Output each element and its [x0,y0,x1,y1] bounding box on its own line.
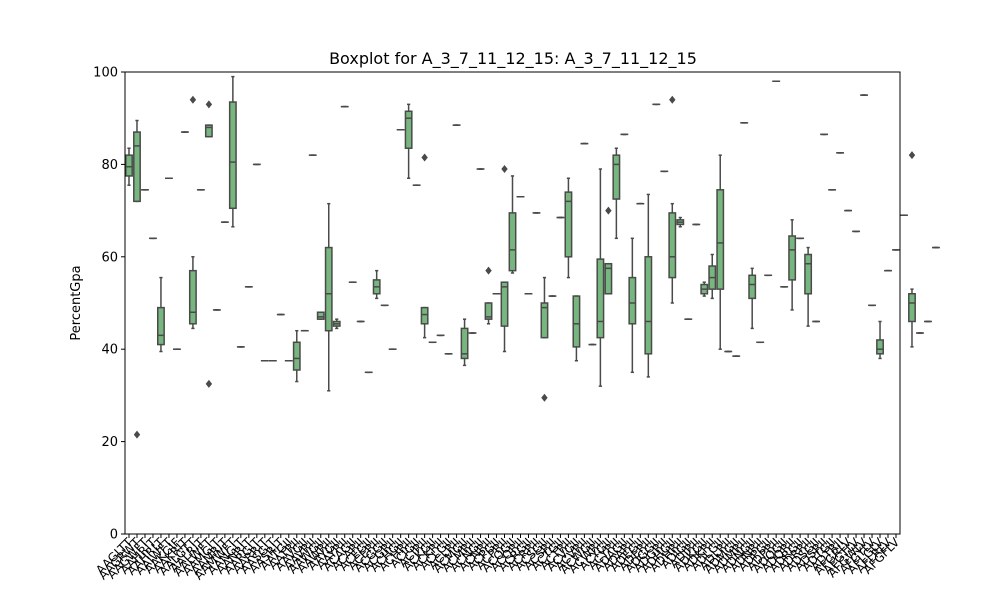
box-group [500,165,509,353]
box-group [908,151,916,348]
outlier-point [908,151,916,160]
box [316,311,325,320]
outlier-point [205,100,213,109]
box-group [540,276,549,402]
box [508,212,517,272]
box-group [157,276,165,353]
box-group [748,267,757,330]
box [500,281,509,327]
box-group [876,320,884,360]
box-group [332,318,341,330]
box [876,339,884,355]
box-group [572,295,581,362]
outlier-point [485,266,492,275]
box [460,327,469,360]
box [908,293,916,323]
box-group [125,147,133,186]
box-group [668,95,677,304]
box [133,131,141,203]
outlier-point [669,95,676,104]
outlier-point [421,153,428,162]
plot-content [125,75,940,439]
outlier-point [205,379,213,388]
box-group [788,219,797,311]
box [324,246,333,332]
y-axis: 0 20 40 60 80 100 [93,66,125,543]
box-group [204,100,213,388]
box [204,124,213,138]
box [157,306,165,346]
box-group [420,153,429,339]
box-group [133,119,141,439]
box-group [628,237,637,374]
x-axis: AAGLTTAAGRWTAAGWFTAAHRITAAHRLTAAIWFTAAKG… [93,534,903,583]
y-tick-label: 0 [110,528,118,543]
outlier-point [189,95,197,104]
box [604,262,613,295]
box [572,295,581,348]
box-group [676,216,685,228]
box-group [484,266,493,325]
outlier-point [605,206,612,215]
box [668,212,677,279]
box-group [404,103,413,180]
box [540,302,549,339]
box [228,101,237,210]
box-group [716,154,725,350]
box [188,269,197,325]
box-group [372,269,381,300]
box [484,302,493,320]
box [612,154,621,200]
box-group [460,318,469,367]
y-tick-label: 20 [101,435,118,450]
box-group [604,206,613,295]
plot-frame [124,71,901,535]
box [644,256,653,355]
outlier-point [501,165,508,174]
y-axis-label: PercentGpa [69,265,84,340]
box-group [804,246,813,327]
y-tick-label: 80 [101,158,118,173]
box-group [188,95,197,330]
box [420,306,429,325]
box-group [700,281,709,297]
box-group [324,202,333,392]
box-group [708,253,717,300]
box-group [292,329,301,383]
box [788,235,797,281]
box [404,110,413,149]
box [748,274,757,300]
box [292,341,301,371]
y-tick-label: 40 [101,343,118,358]
box-group [228,75,237,228]
box-group [564,177,573,279]
box-group [316,311,325,320]
y-tick-label: 60 [101,250,118,265]
box-group [612,147,621,240]
box-group [508,175,517,274]
box [596,258,605,339]
box [628,276,637,325]
box [125,154,133,177]
chart-title: Boxplot for A_3_7_11_12_15: A_3_7_11_12_… [329,49,697,69]
box [564,191,573,258]
box [716,189,725,290]
outlier-point [541,393,548,402]
y-tick-label: 100 [93,66,118,81]
box-group [596,168,605,387]
box-group [644,193,653,378]
outlier-point [133,430,141,439]
box [804,253,813,295]
